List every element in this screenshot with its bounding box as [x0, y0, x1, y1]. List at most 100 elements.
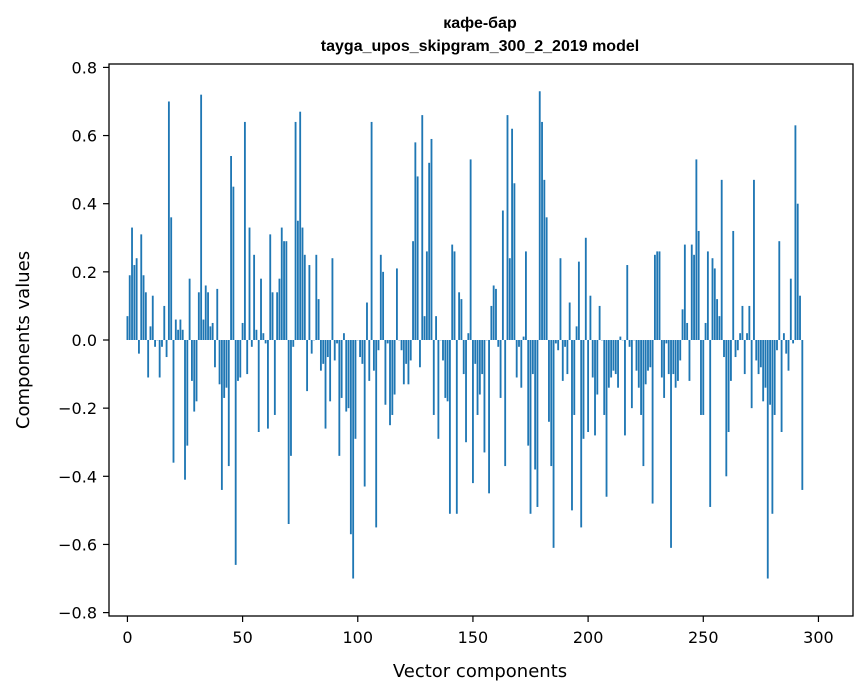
bar-225 — [644, 340, 647, 385]
bar-211 — [612, 340, 615, 371]
bar-202 — [591, 340, 594, 378]
bar-69 — [285, 241, 288, 340]
bar-23 — [179, 319, 182, 340]
bar-275 — [759, 340, 762, 368]
bar-135 — [437, 340, 440, 439]
bar-265 — [736, 340, 739, 351]
bar-91 — [336, 340, 338, 344]
bar-205 — [598, 305, 601, 340]
bar-84 — [319, 340, 322, 371]
plot-frame — [108, 63, 854, 617]
bar-282 — [776, 340, 778, 351]
bar-134 — [435, 316, 437, 340]
bar-124 — [412, 241, 414, 340]
bar-40 — [218, 340, 221, 385]
bar-36 — [209, 326, 212, 340]
bar-287 — [787, 340, 790, 371]
bar-292 — [799, 295, 801, 340]
bar-167 — [511, 128, 514, 340]
y-tick-label: 0.2 — [72, 263, 97, 282]
bar-11 — [151, 295, 154, 340]
bars-group — [126, 91, 804, 579]
bar-35 — [207, 292, 209, 340]
bar-170 — [518, 340, 520, 347]
bar-277 — [764, 340, 767, 388]
bar-278 — [766, 340, 769, 579]
chart-title: кафе-бар — [443, 15, 517, 32]
bar-74 — [296, 220, 299, 340]
bar-281 — [773, 340, 776, 415]
bar-259 — [723, 340, 725, 358]
bar-92 — [338, 340, 341, 456]
bar-56 — [255, 329, 258, 340]
bar-115 — [391, 340, 394, 415]
x-tick-label: 300 — [803, 628, 834, 647]
bar-61 — [267, 340, 269, 429]
bar-241 — [681, 309, 684, 340]
bar-73 — [294, 121, 297, 341]
y-tick-label: −0.6 — [58, 535, 97, 554]
bar-179 — [538, 91, 541, 340]
bar-183 — [548, 340, 550, 422]
bar-238 — [674, 340, 677, 388]
bar-129 — [423, 316, 426, 340]
bar-268 — [743, 340, 746, 375]
bar-165 — [506, 115, 509, 340]
bar-104 — [366, 302, 368, 340]
bar-251 — [704, 322, 707, 340]
bar-223 — [640, 340, 643, 415]
bar-261 — [727, 340, 730, 432]
bar-182 — [545, 217, 548, 340]
bar-48 — [237, 340, 239, 381]
bar-10 — [149, 326, 152, 340]
bar-2 — [131, 227, 133, 340]
bar-70 — [287, 340, 290, 524]
bar-250 — [702, 340, 705, 415]
bar-291 — [796, 203, 799, 340]
bar-174 — [527, 340, 530, 446]
bar-75 — [299, 111, 302, 340]
bar-133 — [432, 340, 435, 415]
x-tick-label: 250 — [688, 628, 719, 647]
bar-79 — [308, 265, 311, 340]
bar-242 — [683, 244, 686, 340]
bar-169 — [515, 340, 518, 378]
bar-272 — [753, 179, 755, 340]
bar-208 — [605, 340, 608, 497]
bar-103 — [363, 340, 366, 487]
bar-243 — [686, 322, 689, 340]
bar-247 — [695, 159, 698, 340]
bar-162 — [499, 340, 502, 398]
x-tick-label: 200 — [573, 628, 604, 647]
bar-249 — [700, 340, 702, 415]
bar-28 — [191, 340, 193, 381]
bar-86 — [324, 340, 327, 429]
bar-4 — [135, 258, 138, 340]
bar-32 — [200, 94, 203, 340]
bar-14 — [158, 340, 161, 378]
bar-62 — [269, 234, 272, 340]
bar-59 — [262, 333, 265, 340]
bar-263 — [732, 230, 735, 340]
bar-119 — [400, 340, 403, 351]
bar-97 — [349, 340, 352, 535]
bar-105 — [368, 340, 371, 381]
bar-27 — [188, 278, 191, 340]
bar-43 — [225, 340, 228, 388]
bar-231 — [658, 251, 661, 340]
bar-244 — [688, 340, 691, 381]
bar-236 — [670, 340, 672, 548]
bar-233 — [663, 340, 666, 398]
bar-289 — [792, 340, 795, 344]
bar-164 — [504, 340, 507, 467]
bar-58 — [260, 278, 262, 340]
bar-204 — [596, 340, 599, 395]
bar-99 — [354, 340, 357, 439]
bar-271 — [750, 340, 753, 409]
bar-33 — [202, 319, 205, 340]
bar-89 — [331, 258, 334, 340]
bar-226 — [647, 340, 649, 371]
y-axis-ticks: −0.8 −0.6 −0.4 −0.2 0.0 0.2 0.4 0.6 0.8 — [58, 58, 109, 623]
bar-266 — [739, 333, 742, 340]
